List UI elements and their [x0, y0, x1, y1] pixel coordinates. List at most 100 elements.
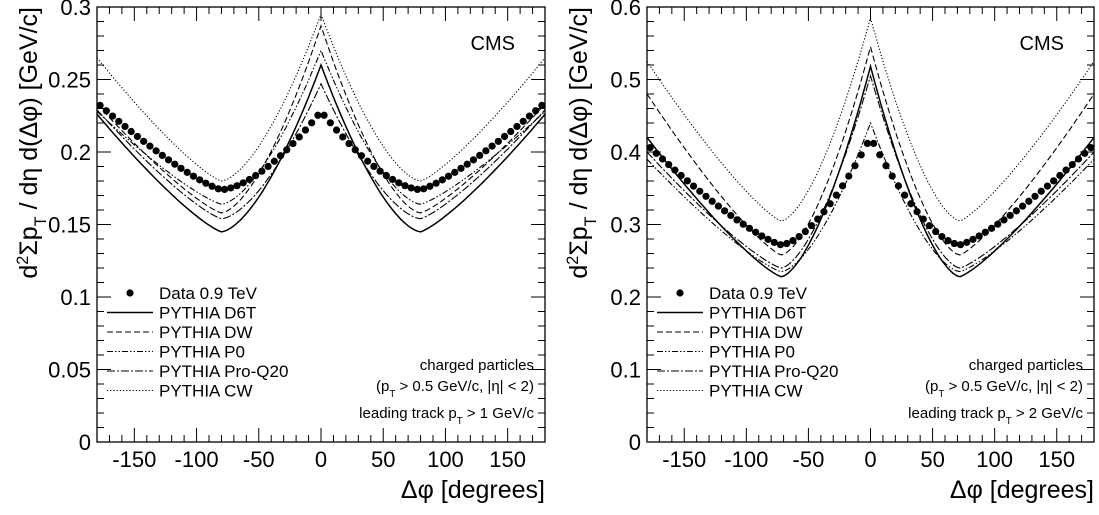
y-tick-label: 0.25: [48, 68, 91, 93]
data-point: [1050, 177, 1058, 185]
data-point: [115, 117, 123, 125]
data-point: [789, 237, 797, 245]
data-point: [1087, 144, 1095, 152]
data-point: [140, 137, 148, 145]
data-point: [314, 111, 322, 119]
data-point: [370, 162, 378, 171]
legend-label: PYTHIA D6T: [709, 304, 806, 323]
data-point: [395, 179, 403, 187]
series-line: [96, 12, 546, 182]
legend-label: Data 0.9 TeV: [159, 284, 258, 303]
y-tick-label: 0.3: [610, 213, 641, 238]
annotation-text: (pT > 0.5 GeV/c, |η| < 2): [925, 378, 1083, 400]
legend-marker: [126, 289, 134, 297]
x-tick-label: -100: [724, 447, 768, 472]
y-tick-label: 0.1: [610, 358, 641, 383]
data-point: [488, 142, 496, 150]
series-line: [646, 63, 1095, 278]
data-point: [532, 107, 540, 115]
data-point: [121, 122, 129, 131]
data-point: [801, 227, 809, 236]
annotation-text: leading track pT > 2 GeV/c: [908, 405, 1083, 427]
data-point: [764, 235, 772, 243]
data-point: [1031, 192, 1039, 200]
data-point: [702, 192, 710, 200]
y-axis-title: d2ΣpT / dη d(Δφ) [GeV/c]: [564, 7, 600, 279]
data-point: [646, 144, 654, 152]
data-point: [507, 127, 515, 136]
x-tick-label: -50: [243, 447, 275, 472]
data-point: [770, 238, 778, 246]
data-point: [482, 147, 490, 155]
data-point: [950, 239, 958, 248]
legend-label: PYTHIA Pro-Q20: [709, 362, 838, 381]
legend-label: PYTHIA P0: [159, 343, 245, 362]
data-point: [500, 132, 509, 141]
x-tick-label: 150: [1038, 447, 1075, 472]
data-point: [264, 162, 272, 171]
data-point: [146, 142, 154, 150]
data-point: [1037, 187, 1045, 195]
data-point: [1006, 211, 1014, 220]
data-point: [152, 147, 160, 155]
data-point: [258, 167, 266, 175]
data-point: [758, 232, 766, 240]
data-point: [108, 112, 117, 120]
data-point: [1019, 202, 1027, 210]
annotation-text: (pT > 0.5 GeV/c, |η| < 2): [376, 378, 534, 400]
data-point: [975, 232, 983, 240]
data-point: [714, 202, 722, 210]
x-tick-label: 50: [371, 447, 395, 472]
x-tick-label: 0: [315, 447, 327, 472]
data-point: [956, 241, 965, 249]
y-tick-label: 0.1: [60, 285, 91, 310]
data-point: [196, 176, 204, 184]
data-point: [795, 232, 803, 241]
data-point: [320, 111, 328, 119]
data-point: [938, 232, 946, 241]
annotation-text: leading track pT > 1 GeV/c: [359, 405, 534, 427]
x-tick-label: -50: [793, 447, 825, 472]
data-point: [882, 162, 890, 170]
legend-label: PYTHIA DW: [159, 323, 253, 342]
y-tick-label: 0.5: [610, 68, 641, 93]
x-tick-label: 50: [920, 447, 944, 472]
data-point: [894, 182, 903, 190]
data-point: [1000, 216, 1008, 224]
data-point: [227, 184, 235, 192]
data-point: [807, 222, 816, 230]
x-tick-label: -150: [662, 447, 706, 472]
data-point: [401, 182, 409, 190]
data-point: [295, 133, 303, 141]
series-line: [96, 82, 546, 220]
y-tick-label: 0.6: [610, 0, 641, 20]
data-point: [339, 133, 347, 141]
data-point: [214, 185, 222, 193]
legend-label: PYTHIA CW: [709, 382, 803, 401]
data-point: [932, 227, 940, 236]
data-point: [133, 132, 142, 141]
data-point: [776, 241, 785, 249]
data-point: [783, 239, 791, 248]
legend-label: PYTHIA DW: [709, 323, 803, 342]
annotation-text: charged particles: [420, 357, 534, 374]
series-line: [96, 62, 546, 233]
data-point: [696, 187, 704, 195]
data-point: [332, 126, 341, 134]
data-point: [233, 182, 241, 190]
data-point: [407, 184, 415, 192]
data-point: [857, 151, 865, 159]
data-point: [513, 122, 521, 131]
data-point: [457, 164, 465, 172]
legend-label: PYTHIA CW: [159, 382, 253, 401]
x-axis-title: Δφ [degrees]: [401, 476, 545, 504]
legend-label: PYTHIA D6T: [159, 304, 256, 323]
data-point: [519, 117, 527, 125]
data-point: [345, 139, 353, 148]
data-point: [444, 172, 453, 180]
data-point: [733, 216, 741, 224]
data-point: [1025, 197, 1033, 205]
data-point: [364, 157, 372, 165]
panel-left: -150 -100 -50 0 50 100 150 0 0.05 0.1 0.15 0.2 0.25 0…: [14, 0, 546, 504]
